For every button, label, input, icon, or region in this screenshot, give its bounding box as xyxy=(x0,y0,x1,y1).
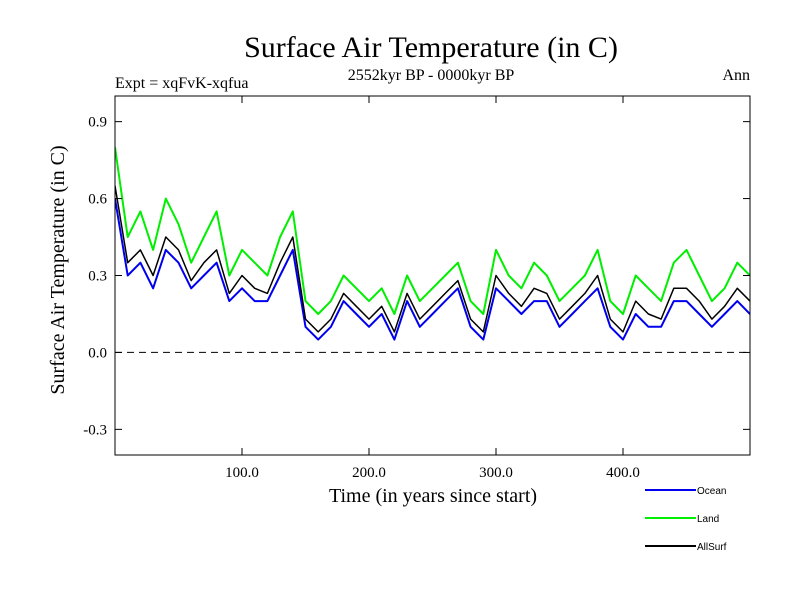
series-group xyxy=(115,147,750,341)
x-tick-label: 300.0 xyxy=(479,465,513,481)
legend-label-land: Land xyxy=(697,514,719,525)
legend-label-ocean: Ocean xyxy=(697,486,726,497)
y-axis-label: Surface Air Temperature (in C) xyxy=(47,145,69,394)
series-line-land xyxy=(115,147,750,315)
y-tick-label: 0.6 xyxy=(88,192,107,208)
x-axis-ticks: 100.0 200.0 300.0 400.0 xyxy=(225,96,640,481)
experiment-label: Expt = xqFvK-xqfua xyxy=(115,75,248,92)
y-axis-ticks: -0.3 0.0 0.3 0.6 0.9 xyxy=(83,115,750,438)
y-tick-label: -0.3 xyxy=(83,422,107,438)
y-tick-label: 0.3 xyxy=(88,269,107,285)
y-tick-label: 0.9 xyxy=(88,115,107,131)
legend: Ocean Land AllSurf xyxy=(645,486,727,553)
plot-frame xyxy=(114,95,751,456)
season-label: Ann xyxy=(722,67,750,84)
y-tick-label: 0.0 xyxy=(88,345,107,361)
series-line-allsurf xyxy=(115,185,750,333)
chart-subtitle: 2552kyr BP - 0000kyr BP xyxy=(348,67,515,84)
x-tick-label: 200.0 xyxy=(352,465,386,481)
x-tick-label: 100.0 xyxy=(225,465,259,481)
x-tick-label: 400.0 xyxy=(606,465,640,481)
x-axis-label: Time (in years since start) xyxy=(329,485,537,507)
legend-label-allsurf: AllSurf xyxy=(697,542,727,553)
series-line-ocean xyxy=(115,198,750,341)
chart-title: Surface Air Temperature (in C) xyxy=(244,31,618,64)
